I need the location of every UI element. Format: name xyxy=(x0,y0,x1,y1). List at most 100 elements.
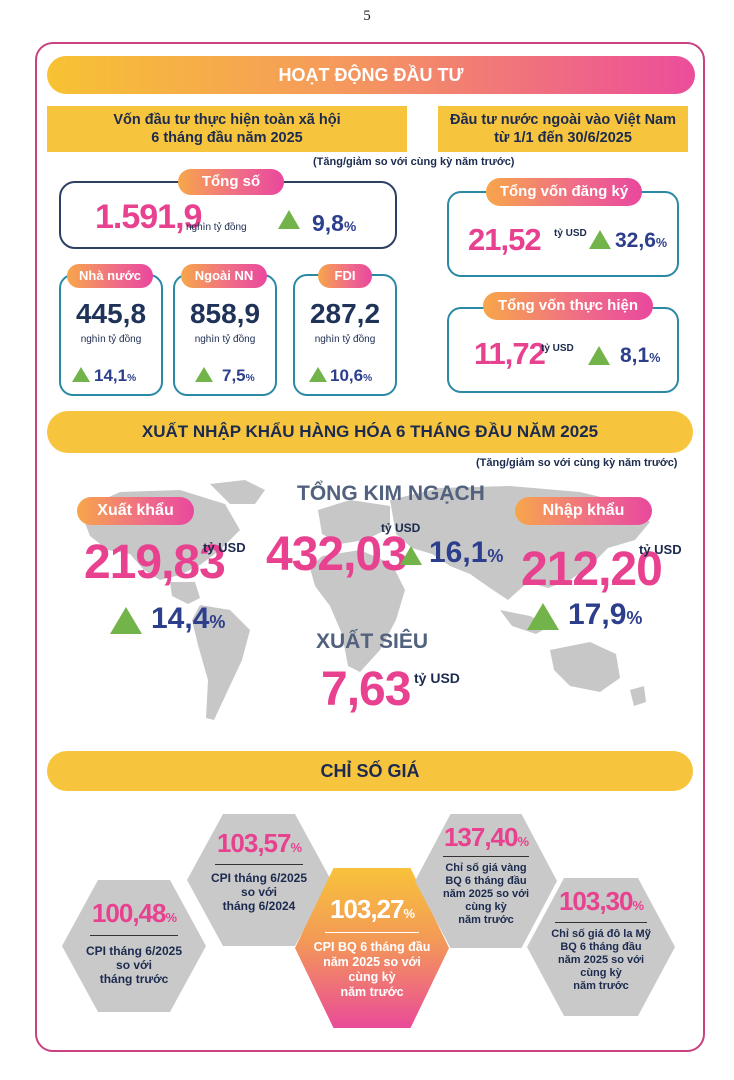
cpi-mom-hex: 100,48% CPI tháng 6/2025 so với tháng tr… xyxy=(62,880,206,1012)
cpi-avg-text: CPI BQ 6 tháng đầu năm 2025 so với cùng … xyxy=(313,940,431,999)
implemented-pct-sign: % xyxy=(649,351,661,365)
state-up-arrow-icon xyxy=(72,367,90,382)
total-trade-pct-sign: % xyxy=(487,546,504,566)
trade-title-banner: XUẤT NHẬP KHẨU HÀNG HÓA 6 THÁNG ĐẦU NĂM … xyxy=(47,411,693,453)
state-card xyxy=(59,274,163,396)
total-trade-pct: 16,1% xyxy=(429,536,503,570)
fdi-unit: nghìn tỷ đồng xyxy=(314,334,376,345)
gold-index-value: 137,40 xyxy=(443,822,519,852)
fdi-value: 287,2 xyxy=(309,298,381,329)
nonstate-card xyxy=(173,274,277,396)
import-label-pill: Nhập khẩu xyxy=(515,497,652,525)
total-pct-value: 9,8 xyxy=(312,210,344,236)
implemented-up-arrow-icon xyxy=(588,346,610,365)
registered-pct-sign: % xyxy=(655,236,668,250)
state-pct-sign: % xyxy=(127,373,137,384)
export-unit: tỷ USD xyxy=(203,540,246,555)
export-value: 219,83 xyxy=(84,536,226,589)
nonstate-unit: nghìn tỷ đồng xyxy=(194,334,256,345)
registered-value: 21,52 xyxy=(468,222,542,257)
invest-title-banner: HOẠT ĐỘNG ĐẦU TƯ xyxy=(47,56,695,94)
export-up-arrow-icon xyxy=(110,607,142,634)
import-value: 212,20 xyxy=(521,543,663,596)
implemented-card xyxy=(447,307,679,393)
registered-pct: 32,6% xyxy=(615,229,667,253)
total-trade-pct-value: 16,1 xyxy=(429,536,488,569)
import-pct-value: 17,9 xyxy=(568,598,627,631)
total-trade-unit: tỷ USD xyxy=(381,521,421,535)
trade-title: XUẤT NHẬP KHẨU HÀNG HÓA 6 THÁNG ĐẦU NĂM … xyxy=(141,422,599,441)
price-title-banner: CHỈ SỐ GIÁ xyxy=(47,751,693,791)
total-label-pill: Tổng số xyxy=(178,169,284,195)
total-label: Tổng số xyxy=(201,173,261,190)
implemented-label-pill: Tổng vốn thực hiện xyxy=(483,292,653,320)
registered-label: Tổng vốn đăng ký xyxy=(499,183,629,200)
export-pct-sign: % xyxy=(209,612,226,632)
surplus-value: 7,63 xyxy=(321,663,411,716)
import-pct-sign: % xyxy=(626,608,643,628)
usd-index-pct-sign: % xyxy=(632,898,644,913)
registered-unit: tỷ USD xyxy=(554,228,587,239)
fdi-label-pill: FDI xyxy=(318,264,372,288)
surplus-label: XUẤT SIÊU xyxy=(316,630,429,653)
total-trade-up-arrow-icon xyxy=(400,546,422,565)
gold-index-pct-sign: % xyxy=(517,834,529,849)
cpi-yoy-text: CPI tháng 6/2025 so với tháng 6/2024 xyxy=(210,871,308,913)
import-label: Nhập khẩu xyxy=(542,502,625,519)
page-number: 5 xyxy=(363,8,371,24)
export-label-pill: Xuất khẩu xyxy=(77,497,194,525)
nonstate-value: 858,9 xyxy=(189,298,261,329)
cpi-mom-pct-sign: % xyxy=(165,910,177,925)
fdi-pct: 10,6% xyxy=(330,366,372,386)
total-pct: 9,8% xyxy=(312,210,356,237)
import-pct: 17,9% xyxy=(568,598,642,632)
state-label: Nhà nước xyxy=(79,268,141,283)
implemented-pct-value: 8,1 xyxy=(620,344,650,367)
import-up-arrow-icon xyxy=(527,603,559,630)
cpi-yoy-value: 103,57 xyxy=(216,828,292,858)
trade-note: (Tăng/giảm so với cùng kỳ năm trước) xyxy=(476,457,678,469)
fdi-up-arrow-icon xyxy=(309,367,327,382)
total-value: 1.591,9 xyxy=(95,198,202,236)
nonstate-pct-sign: % xyxy=(245,373,255,384)
invest-title: HOẠT ĐỘNG ĐẦU TƯ xyxy=(278,65,464,85)
implemented-unit: tỷ USD xyxy=(541,343,574,354)
nonstate-up-arrow-icon xyxy=(195,367,213,382)
cpi-avg-pct-sign: % xyxy=(403,906,415,921)
implemented-label: Tổng vốn thực hiện xyxy=(497,297,639,314)
nonstate-pct: 7,5% xyxy=(222,366,255,386)
total-pct-sign: % xyxy=(343,219,357,234)
import-unit: tỷ USD xyxy=(639,542,682,557)
usd-index-text: Chỉ số giá đô la Mỹ BQ 6 tháng đầu năm 2… xyxy=(551,928,651,992)
state-label-pill: Nhà nước xyxy=(67,264,153,288)
nonstate-label: Ngoài NN xyxy=(194,268,254,283)
registered-pct-value: 32,6 xyxy=(615,229,656,252)
registered-label-pill: Tổng vốn đăng ký xyxy=(486,178,642,206)
price-title: CHỈ SỐ GIÁ xyxy=(320,761,420,781)
nonstate-pct-value: 7,5 xyxy=(222,366,246,385)
export-pct-value: 14,4 xyxy=(151,602,210,635)
cpi-mom-value: 100,48 xyxy=(91,898,167,928)
fdi-pct-value: 10,6 xyxy=(330,366,364,385)
gold-index-text: Chỉ số giá vàng BQ 6 tháng đầu năm 2025 … xyxy=(442,862,530,926)
state-unit: nghìn tỷ đồng xyxy=(80,334,142,345)
domestic-header: Vốn đầu tư thực hiện toàn xã hội 6 tháng… xyxy=(47,106,407,152)
state-pct: 14,1% xyxy=(94,366,136,386)
implemented-pct: 8,1% xyxy=(620,344,660,368)
state-value: 445,8 xyxy=(75,298,147,329)
fdi-header: Đầu tư nước ngoài vào Việt Nam từ 1/1 đế… xyxy=(438,106,688,152)
export-pct: 14,4% xyxy=(151,602,225,636)
total-up-arrow-icon xyxy=(278,210,300,229)
cpi-avg-value: 103,27 xyxy=(329,894,405,924)
surplus-unit: tỷ USD xyxy=(414,670,460,686)
total-unit: nghìn tỷ đồng xyxy=(186,222,247,233)
total-trade-label: TỔNG KIM NGẠCH xyxy=(297,482,485,505)
export-label: Xuất khẩu xyxy=(97,502,174,519)
registered-up-arrow-icon xyxy=(589,230,611,249)
implemented-value: 11,72 xyxy=(474,336,546,371)
fdi-label: FDI xyxy=(334,268,356,283)
fdi-pct-sign: % xyxy=(363,373,373,384)
nonstate-label-pill: Ngoài NN xyxy=(181,264,267,288)
total-trade-value: 432,03 xyxy=(266,528,408,581)
cpi-mom-text: CPI tháng 6/2025 so với tháng trước xyxy=(85,944,183,986)
